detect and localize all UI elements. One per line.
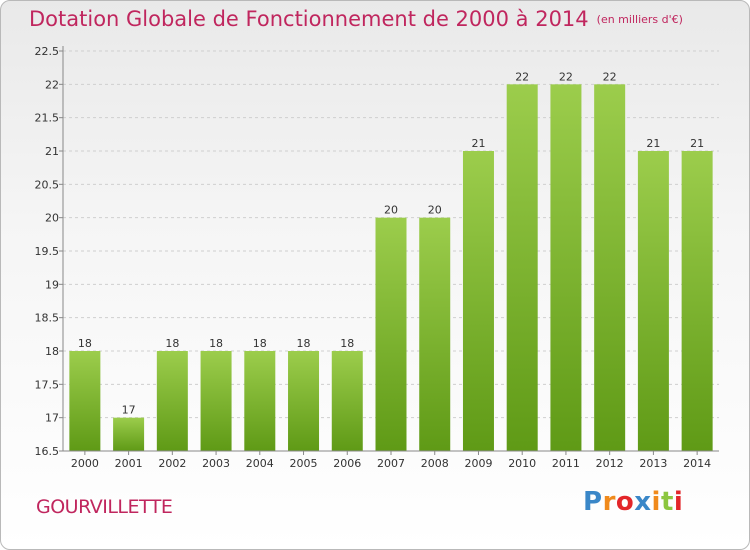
bar	[288, 351, 320, 451]
bar	[69, 351, 101, 451]
bar-value-label: 21	[646, 137, 660, 150]
bar	[113, 417, 145, 451]
x-tick-label: 2007	[377, 457, 405, 470]
y-tick-label: 22	[45, 78, 59, 91]
bar-value-label: 18	[340, 337, 354, 350]
y-tick-label: 16.5	[35, 445, 60, 458]
bar-value-label: 20	[428, 204, 442, 217]
x-tick-label: 2011	[552, 457, 580, 470]
y-tick-label: 17	[45, 412, 59, 425]
bar-value-label: 22	[515, 70, 529, 83]
bar	[244, 351, 276, 451]
y-tick-label: 19	[45, 278, 59, 291]
logo-letter: P	[583, 487, 603, 517]
bar-value-label: 18	[78, 337, 92, 350]
y-tick-label: 19.5	[35, 245, 60, 258]
x-tick-label: 2006	[333, 457, 361, 470]
logo-letter: r	[602, 487, 616, 517]
bar-value-label: 20	[384, 204, 398, 217]
proxiti-logo: Proxiti	[583, 487, 683, 517]
bar-value-label: 18	[165, 337, 179, 350]
y-tick-label: 20.5	[35, 178, 60, 191]
x-tick-label: 2005	[290, 457, 318, 470]
y-tick-label: 18	[45, 345, 59, 358]
bar-value-label: 17	[122, 404, 136, 417]
x-tick-label: 2012	[596, 457, 624, 470]
x-tick-label: 2013	[639, 457, 667, 470]
y-tick-label: 21	[45, 145, 59, 158]
title-unit: (en milliers d'€)	[596, 13, 683, 26]
logo-letter: o	[615, 487, 635, 517]
y-tick-label: 17.5	[35, 378, 60, 391]
bar-value-label: 22	[559, 70, 573, 83]
bar	[506, 84, 538, 451]
x-tick-label: 2000	[71, 457, 99, 470]
commune-name: GOURVILLETTE	[36, 496, 173, 518]
x-tick-label: 2008	[421, 457, 449, 470]
x-tick-label: 2001	[115, 457, 143, 470]
bar	[331, 351, 363, 451]
x-tick-label: 2010	[508, 457, 536, 470]
title-text: Dotation Globale de Fonctionnement de 20…	[29, 7, 589, 31]
bar	[375, 217, 407, 451]
bar	[200, 351, 232, 451]
bar-value-label: 22	[603, 70, 617, 83]
bar	[637, 151, 669, 451]
logo-letter: t	[660, 487, 674, 517]
logo-letter: x	[634, 487, 652, 517]
bar-value-label: 18	[253, 337, 267, 350]
bar	[594, 84, 626, 451]
bar	[550, 84, 582, 451]
x-tick-label: 2009	[464, 457, 492, 470]
y-tick-label: 22.5	[35, 45, 60, 58]
chart-title: Dotation Globale de Fonctionnement de 20…	[29, 7, 683, 31]
y-tick-label: 20	[45, 212, 59, 225]
x-tick-label: 2003	[202, 457, 230, 470]
bar	[419, 217, 451, 451]
x-tick-label: 2014	[683, 457, 711, 470]
y-tick-label: 18.5	[35, 312, 60, 325]
y-tick-label: 21.5	[35, 112, 60, 125]
logo-letter: i	[673, 487, 684, 517]
bar	[681, 151, 713, 451]
x-tick-label: 2002	[158, 457, 186, 470]
bar	[156, 351, 188, 451]
bar-value-label: 18	[297, 337, 311, 350]
bar	[462, 151, 494, 451]
bar-value-label: 18	[209, 337, 223, 350]
x-tick-label: 2004	[246, 457, 274, 470]
bar-value-label: 21	[690, 137, 704, 150]
bar-value-label: 21	[471, 137, 485, 150]
logo-letter: i	[651, 487, 661, 517]
